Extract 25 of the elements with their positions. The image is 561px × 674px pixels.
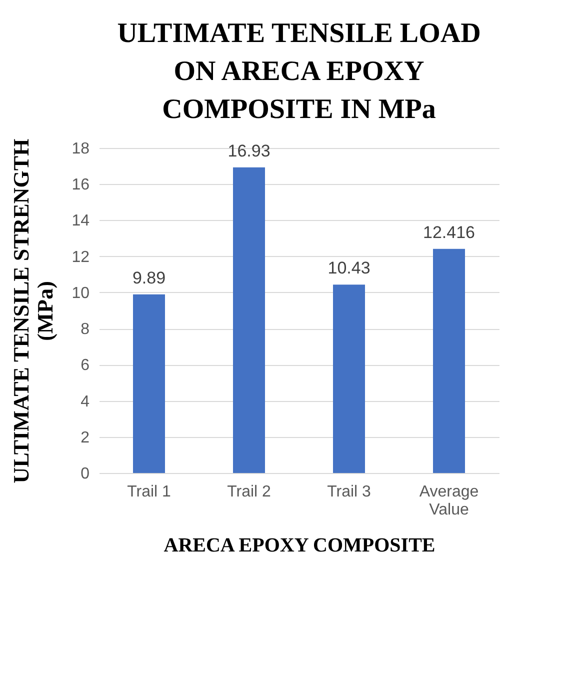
chart-title: ULTIMATE TENSILE LOAD ON ARECA EPOXY COMPOSITE IN MPa <box>117 18 481 126</box>
y-tick-label: 2 <box>80 429 90 446</box>
bar <box>333 284 365 473</box>
x-tick-label: Trail 2 <box>227 484 272 500</box>
data-label: 12.416 <box>423 222 475 242</box>
y-tick-label: 0 <box>80 466 90 482</box>
x-tick-label: Average Value <box>419 484 479 518</box>
y-tick-label: 8 <box>80 321 90 338</box>
y-tick-label: 16 <box>72 176 90 194</box>
y-tick-label: 18 <box>72 140 90 158</box>
data-label: 9.89 <box>132 268 166 288</box>
y-tick-label: 4 <box>80 393 90 410</box>
y-tick-label: 14 <box>72 212 90 230</box>
bar <box>133 294 165 473</box>
x-tick-label: Trail 1 <box>127 484 172 500</box>
y-tick-label: 10 <box>72 284 90 302</box>
y-tick-label: 12 <box>72 248 90 266</box>
x-axis-title: ARECA EPOXY COMPOSITE <box>164 534 436 556</box>
y-tick-label: 6 <box>80 357 90 374</box>
x-tick-label: Trail 3 <box>327 484 372 500</box>
bar <box>233 167 265 473</box>
bar <box>433 248 465 473</box>
data-label: 10.43 <box>328 258 370 278</box>
y-axis-title: ULTIMATE TENSILE STRENGTH (MPa) <box>8 138 58 484</box>
data-label: 16.93 <box>228 141 270 160</box>
